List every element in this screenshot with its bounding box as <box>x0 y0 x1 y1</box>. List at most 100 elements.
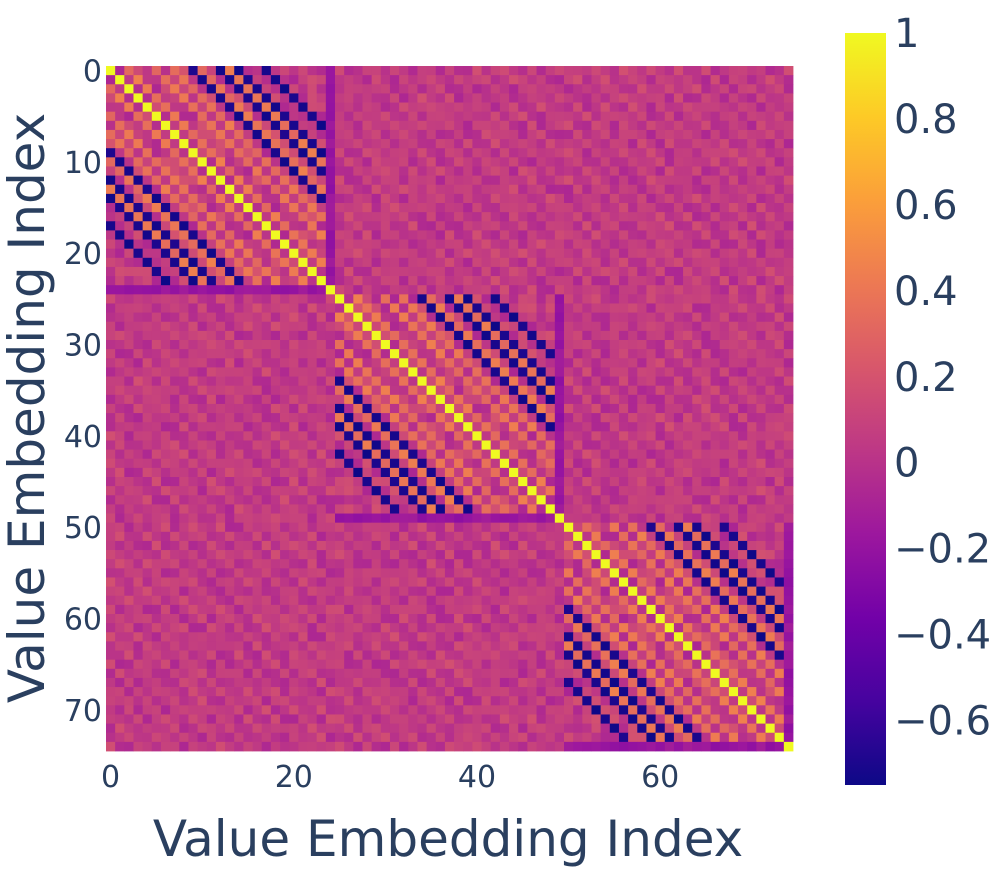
heatmap-cell <box>307 248 318 259</box>
heatmap-cell <box>609 157 620 167</box>
heatmap-cell <box>188 111 198 122</box>
heatmap-cell <box>179 184 189 195</box>
heatmap-cell <box>783 129 794 140</box>
heatmap-cell <box>225 340 235 350</box>
heatmap-cell <box>307 66 318 76</box>
heatmap-cell <box>435 349 446 359</box>
heatmap-cell <box>701 440 711 450</box>
heatmap-cell <box>618 358 629 368</box>
heatmap-cell <box>133 486 144 496</box>
heatmap-cell <box>518 84 528 94</box>
heatmap-cell <box>774 148 785 158</box>
heatmap-cell <box>261 239 272 250</box>
heatmap-cell <box>289 458 299 469</box>
heatmap-cell <box>490 75 501 85</box>
heatmap-cell <box>270 449 281 460</box>
heatmap-cell <box>325 623 336 633</box>
heatmap-cell <box>710 84 721 94</box>
heatmap-cell <box>435 449 446 460</box>
heatmap-cell <box>399 340 409 350</box>
heatmap-cell <box>655 175 666 186</box>
heatmap-cell <box>298 486 308 496</box>
heatmap-cell <box>655 66 666 76</box>
heatmap-cell <box>252 668 263 679</box>
heatmap-cell <box>683 166 693 176</box>
heatmap-cell <box>719 184 730 195</box>
heatmap-cell <box>747 522 757 533</box>
heatmap-cell <box>142 266 153 277</box>
heatmap-cell <box>637 623 647 633</box>
heatmap-cell <box>454 248 464 259</box>
heatmap-cell <box>692 540 702 551</box>
heatmap-cell <box>325 266 336 277</box>
heatmap-cell <box>399 294 409 304</box>
heatmap-cell <box>197 577 208 587</box>
heatmap-cell <box>600 248 611 259</box>
heatmap-cell <box>188 349 198 359</box>
heatmap-cell <box>463 193 473 204</box>
heatmap-cell <box>289 175 299 186</box>
heatmap-cell <box>280 477 290 487</box>
heatmap-cell <box>399 166 409 176</box>
heatmap-cell <box>353 403 363 414</box>
heatmap-cell <box>573 93 583 103</box>
heatmap-cell <box>591 285 602 295</box>
heatmap-cell <box>215 440 226 450</box>
heatmap-cell <box>628 75 638 85</box>
heatmap-cell <box>408 294 418 304</box>
heatmap-cell <box>188 668 198 679</box>
heatmap-cell <box>591 614 602 624</box>
heatmap-cell <box>362 422 373 432</box>
heatmap-cell <box>692 294 702 304</box>
heatmap-cell <box>747 413 757 423</box>
heatmap-cell <box>747 129 757 140</box>
heatmap-cell <box>719 659 730 670</box>
heatmap-cell <box>554 422 565 432</box>
heatmap-cell <box>655 203 666 213</box>
heatmap-cell <box>545 403 556 414</box>
heatmap-cell <box>554 175 565 186</box>
heatmap-cell <box>692 129 702 140</box>
heatmap-cell <box>435 440 446 450</box>
heatmap-cell <box>133 467 144 478</box>
heatmap-cell <box>362 230 373 240</box>
heatmap-cell <box>389 312 400 323</box>
heatmap-cell <box>307 403 318 414</box>
heatmap-cell <box>683 175 693 186</box>
heatmap-cell <box>609 632 620 642</box>
heatmap-cell <box>106 495 116 505</box>
heatmap-cell <box>490 175 501 186</box>
heatmap-cell <box>728 385 739 396</box>
heatmap-cell <box>618 84 629 94</box>
heatmap-cell <box>618 559 629 569</box>
heatmap-cell <box>747 102 757 113</box>
heatmap-cell <box>188 477 198 487</box>
heatmap-cell <box>618 641 629 651</box>
heatmap-cell <box>234 559 244 569</box>
heatmap-cell <box>765 614 776 624</box>
heatmap-cell <box>399 577 409 587</box>
heatmap-cell <box>756 257 766 268</box>
heatmap-cell <box>683 550 693 560</box>
heatmap-cell <box>527 577 537 587</box>
heatmap-cell <box>197 349 208 359</box>
heatmap-cell <box>655 367 666 377</box>
heatmap-cell <box>499 239 510 250</box>
heatmap-cell <box>728 166 739 176</box>
heatmap-cell <box>664 568 675 578</box>
heatmap-cell <box>426 458 437 469</box>
heatmap-cell <box>728 568 739 578</box>
heatmap-cell <box>518 495 528 505</box>
heatmap-cell <box>765 522 776 533</box>
heatmap-cell <box>728 467 739 478</box>
heatmap-cell <box>472 495 482 505</box>
heatmap-cell <box>188 504 198 514</box>
heatmap-cell <box>151 93 162 103</box>
heatmap-cell <box>472 166 482 176</box>
heatmap-cell <box>270 349 281 359</box>
heatmap-cell <box>307 203 318 213</box>
heatmap-cell <box>444 139 455 149</box>
heatmap-cell <box>664 93 675 103</box>
heatmap-cell <box>243 623 253 633</box>
heatmap-cell <box>545 641 556 651</box>
